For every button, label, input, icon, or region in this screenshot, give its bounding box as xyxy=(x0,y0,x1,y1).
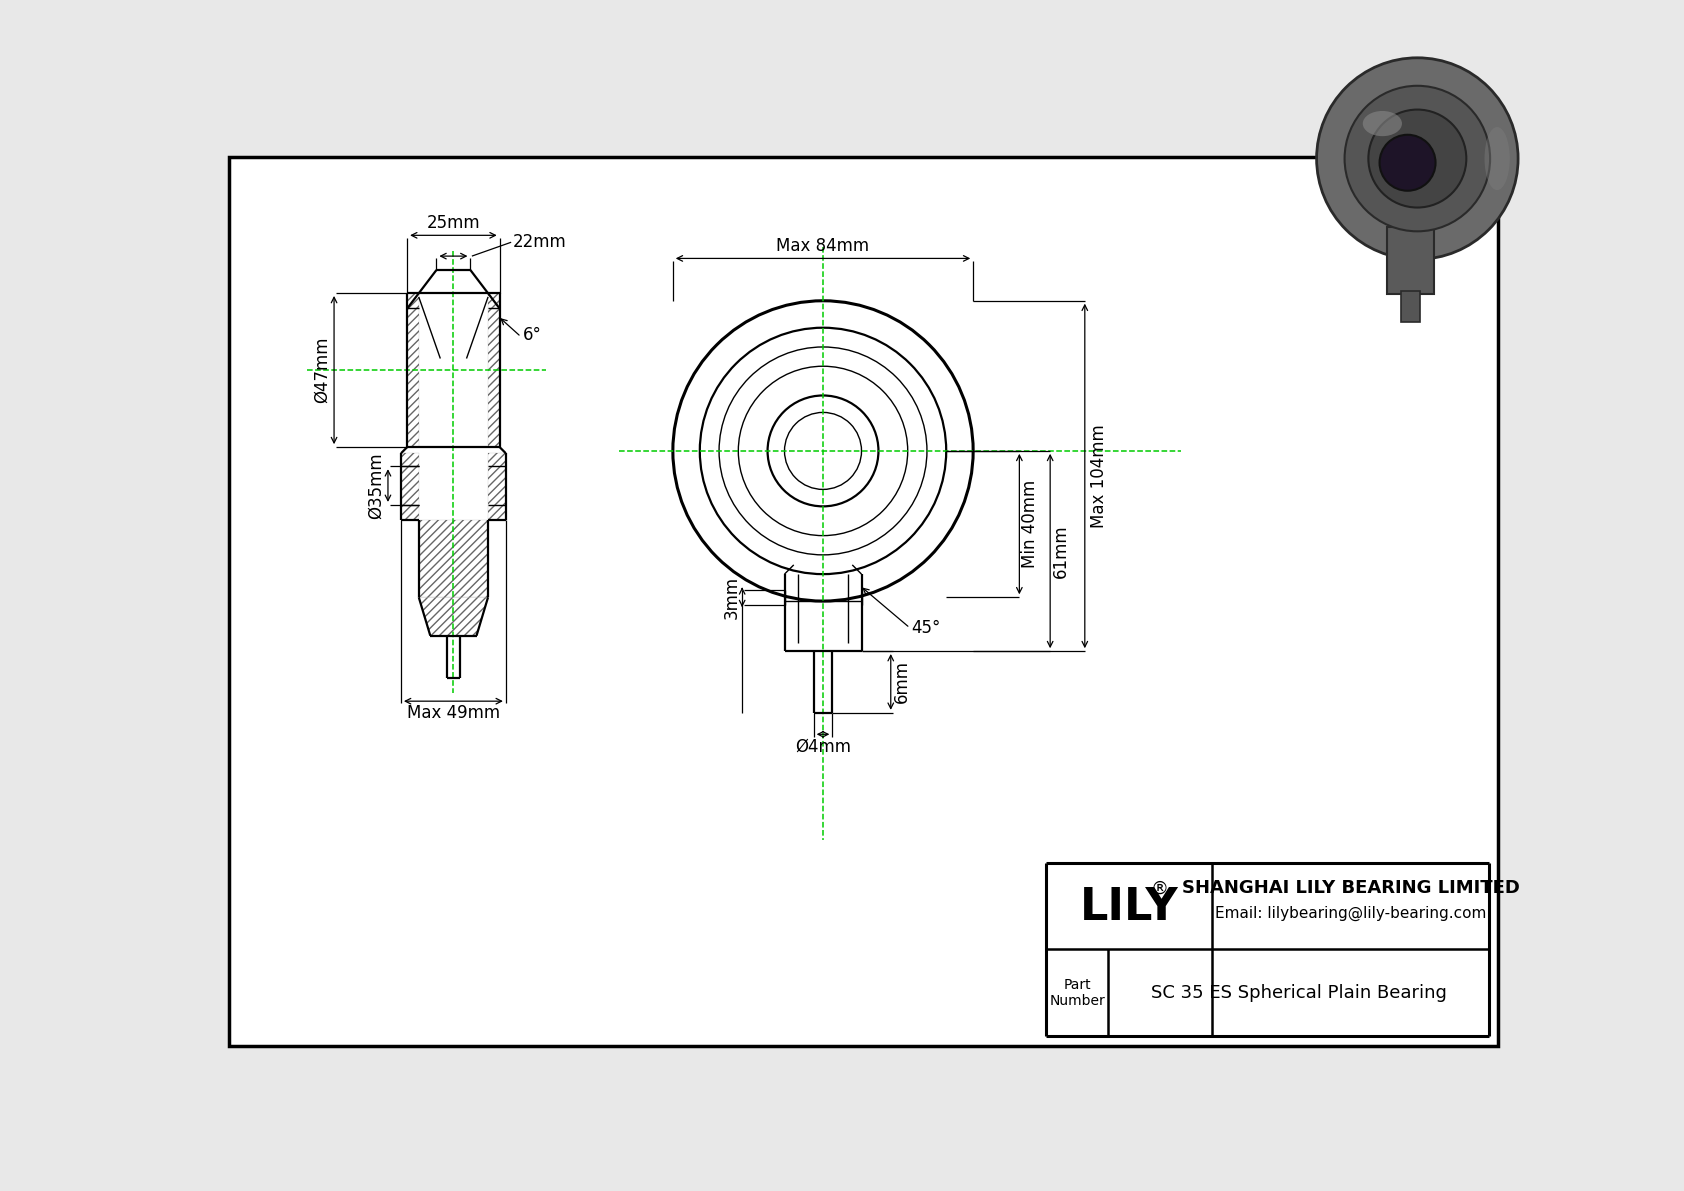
Text: 6°: 6° xyxy=(522,326,542,344)
Text: 6mm: 6mm xyxy=(893,661,911,704)
Text: 45°: 45° xyxy=(911,619,941,637)
Text: Max 104mm: Max 104mm xyxy=(1090,424,1108,528)
Text: Ø35mm: Ø35mm xyxy=(367,453,384,519)
Text: 61mm: 61mm xyxy=(1052,524,1069,578)
Text: SC 35 ES Spherical Plain Bearing: SC 35 ES Spherical Plain Bearing xyxy=(1150,984,1447,1002)
Bar xyxy=(1401,292,1420,323)
Text: 25mm: 25mm xyxy=(426,214,480,232)
Circle shape xyxy=(1344,86,1490,231)
Circle shape xyxy=(1317,58,1517,260)
Bar xyxy=(1386,227,1435,294)
Bar xyxy=(488,454,505,520)
Text: SHANGHAI LILY BEARING LIMITED: SHANGHAI LILY BEARING LIMITED xyxy=(1182,879,1519,897)
Bar xyxy=(419,520,488,597)
Text: Max 84mm: Max 84mm xyxy=(776,237,869,255)
Text: ®: ® xyxy=(1150,880,1169,898)
Text: Ø4mm: Ø4mm xyxy=(795,737,850,755)
Ellipse shape xyxy=(1485,127,1511,191)
Text: Max 49mm: Max 49mm xyxy=(408,705,500,723)
Text: LILY: LILY xyxy=(1079,886,1179,929)
Text: 3mm: 3mm xyxy=(722,575,741,619)
Text: Min 40mm: Min 40mm xyxy=(1021,480,1039,568)
Text: Ø47mm: Ø47mm xyxy=(313,337,330,404)
Circle shape xyxy=(1379,135,1435,191)
Text: 22mm: 22mm xyxy=(512,233,566,251)
Text: Email: lilybearing@lily-bearing.com: Email: lilybearing@lily-bearing.com xyxy=(1214,905,1487,921)
Bar xyxy=(401,454,419,520)
Circle shape xyxy=(1369,110,1467,207)
Text: Part
Number: Part Number xyxy=(1049,978,1105,1008)
Bar xyxy=(419,293,488,447)
Ellipse shape xyxy=(1362,111,1403,136)
